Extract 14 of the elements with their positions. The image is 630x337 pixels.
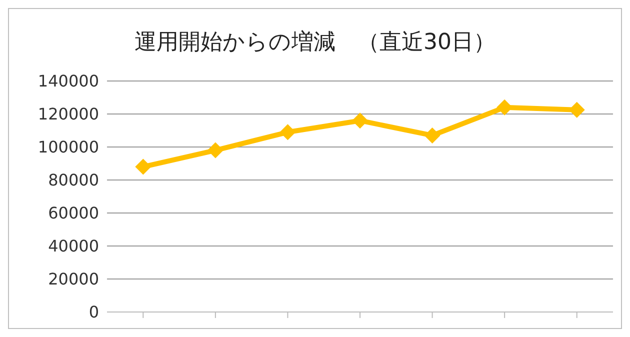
point — [424, 127, 440, 144]
point — [280, 124, 296, 140]
point — [352, 112, 368, 129]
y-tick-label: 100000 — [38, 138, 99, 157]
point — [135, 158, 152, 175]
y-tick-label: 120000 — [38, 104, 99, 124]
y-tick-label: 140000 — [38, 72, 99, 91]
y-tick-label: 40000 — [48, 236, 99, 256]
y-tick-label: 0 — [88, 302, 99, 322]
y-tick-label: 20000 — [48, 270, 99, 289]
chart-title: 運用開始からの増減 （直近30日） — [134, 29, 496, 57]
y-tick-label: 80000 — [48, 170, 99, 190]
point — [207, 142, 224, 158]
y-tick-label: 60000 — [48, 204, 99, 223]
